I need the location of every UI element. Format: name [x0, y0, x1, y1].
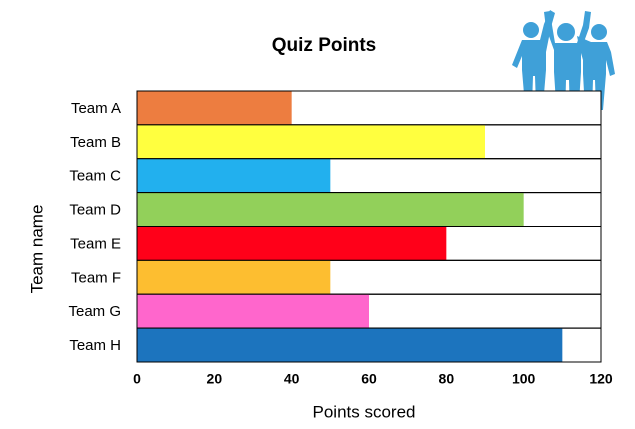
y-tick-label: Team F	[71, 269, 121, 286]
bar	[137, 124, 485, 159]
bar	[137, 226, 447, 261]
x-tick-label: 80	[439, 371, 455, 387]
y-tick-label: Team H	[69, 337, 121, 354]
chart-title: Quiz Points	[272, 35, 377, 56]
x-tick-label: 40	[284, 371, 300, 387]
y-axis-label: Team name	[27, 205, 46, 294]
x-tick-label: 60	[361, 371, 377, 387]
y-tick-label: Team C	[69, 168, 121, 185]
x-axis-label: Points scored	[313, 402, 416, 421]
x-tick-label: 20	[207, 371, 223, 387]
y-tick-label: Team A	[71, 100, 121, 117]
y-tick-label: Team G	[68, 303, 121, 320]
x-tick-label: 100	[512, 371, 536, 387]
bar	[137, 91, 292, 125]
y-tick-label: Team E	[70, 235, 121, 252]
bar	[137, 294, 369, 329]
bar	[137, 192, 524, 227]
bar	[137, 260, 331, 295]
row-border	[136, 327, 602, 363]
y-tick-label: Team D	[69, 202, 121, 219]
x-tick-label: 0	[133, 371, 141, 387]
y-tick-label: Team B	[70, 134, 121, 151]
bar	[137, 328, 563, 362]
x-tick-label: 120	[589, 371, 613, 387]
bar	[137, 158, 331, 193]
